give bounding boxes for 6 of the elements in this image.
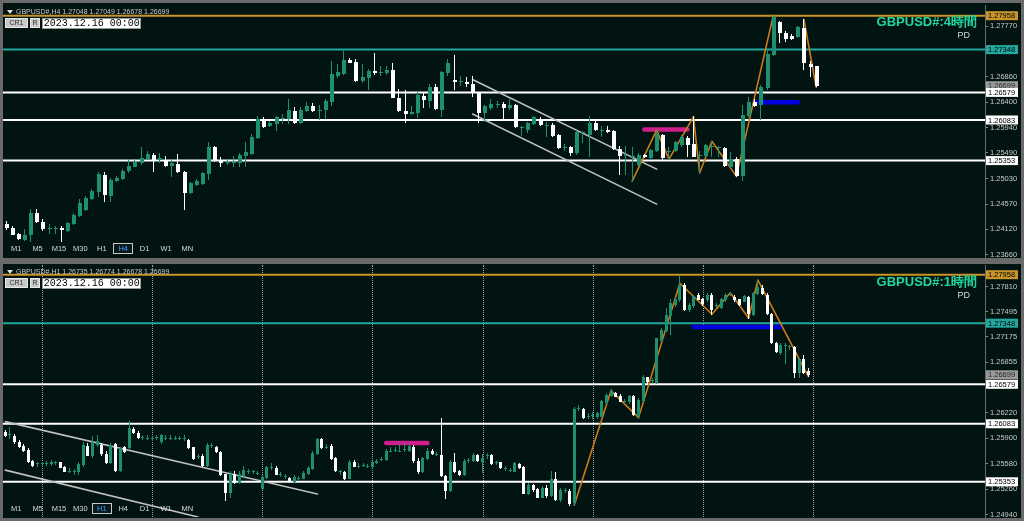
text-field: 2023.12.16 00:00 — [41, 18, 141, 29]
annotation: PD — [957, 30, 970, 40]
text: GBPUSD#:1時間 — [876, 274, 977, 289]
annotation: PD — [957, 290, 970, 300]
text: GBPUSD#:4時間 — [876, 14, 977, 29]
text-field: 2023.12.16 00:00 — [41, 278, 141, 289]
